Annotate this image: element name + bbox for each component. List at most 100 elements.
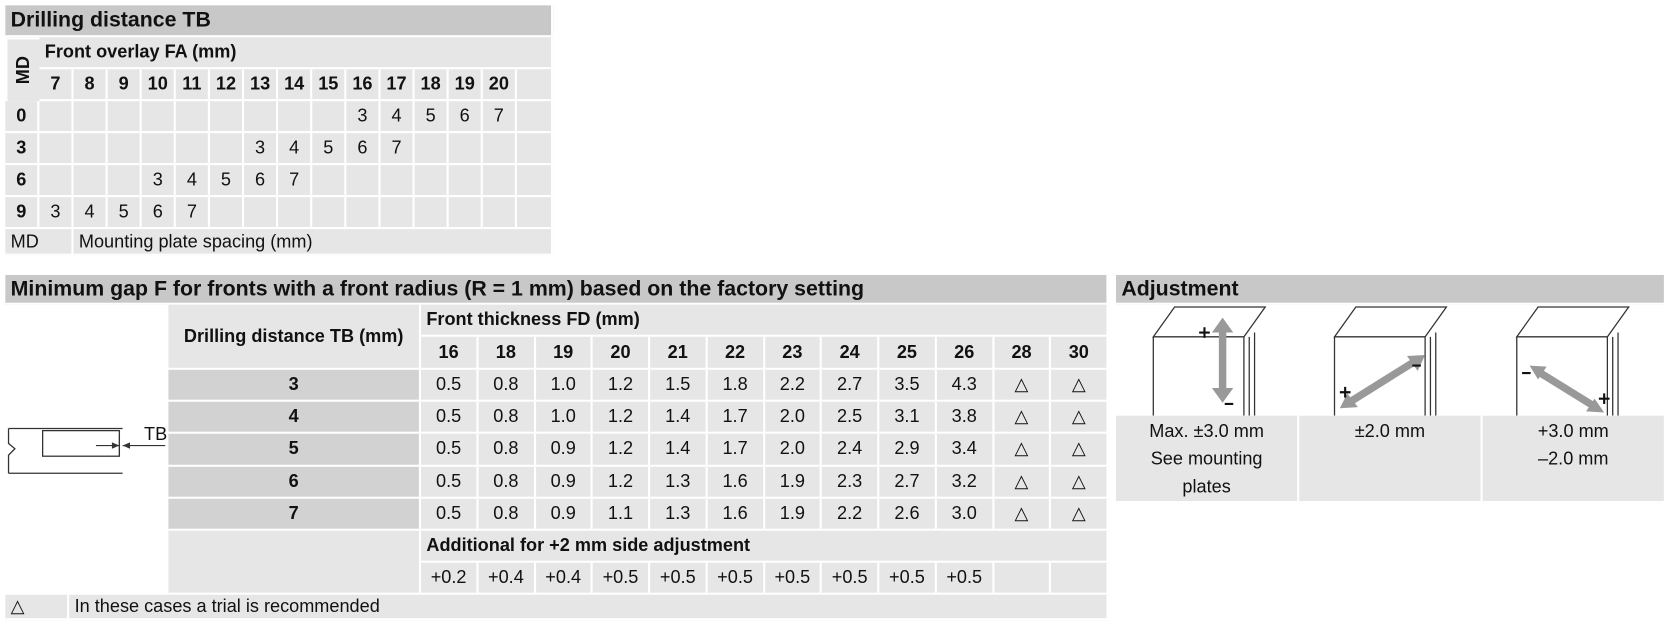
cell: +0.5 xyxy=(936,562,994,595)
cell xyxy=(346,165,381,198)
cell: 2.3 xyxy=(822,466,880,499)
cell: 1.9 xyxy=(764,466,823,499)
cell: △ xyxy=(1051,434,1109,467)
section-title: Adjustment xyxy=(1115,275,1666,305)
cell: 0.5 xyxy=(421,466,479,499)
cell: 0.5 xyxy=(421,369,479,403)
cell: △ xyxy=(1051,369,1109,403)
cell: △ xyxy=(1051,402,1109,435)
cell xyxy=(175,101,210,134)
column-axis-label: Front thickness FD (mm) xyxy=(421,304,1109,337)
column-axis-label: Front overlay FA (mm) xyxy=(39,37,554,70)
cell: 1.8 xyxy=(707,369,765,403)
cell: △ xyxy=(993,466,1052,499)
caption-line: See mounting plates xyxy=(1150,448,1263,497)
cell: +0.5 xyxy=(650,562,708,595)
cell: 5 xyxy=(209,165,245,198)
cell xyxy=(312,165,347,198)
column-header: 30 xyxy=(1051,336,1109,370)
cell: 6 xyxy=(141,197,176,230)
row-header: 0 xyxy=(5,101,40,134)
cell: 4 xyxy=(73,197,108,230)
column-header: 15 xyxy=(312,69,347,102)
column-header: 20 xyxy=(482,69,517,102)
cell xyxy=(244,101,279,134)
cell: 2.5 xyxy=(822,402,880,435)
row-header: 3 xyxy=(5,133,40,166)
cell: 1.6 xyxy=(707,498,765,531)
column-header: 19 xyxy=(535,336,593,370)
adjustment-caption: Max. ±3.0 mm See mounting plates xyxy=(1115,415,1300,504)
cell: 3 xyxy=(39,197,74,230)
cell: 2.7 xyxy=(822,369,880,403)
legend-text: In these cases a trial is recommended xyxy=(69,594,1109,621)
cell xyxy=(414,165,449,198)
cell: 3.2 xyxy=(936,466,994,499)
cell: 6 xyxy=(448,101,483,134)
cell: △ xyxy=(1051,466,1109,499)
cell: +0.5 xyxy=(822,562,880,595)
cell: +0.5 xyxy=(707,562,765,595)
cell: 1.0 xyxy=(535,402,593,435)
cell: 1.7 xyxy=(707,402,765,435)
cell: 0.8 xyxy=(478,402,536,435)
cell: 2.4 xyxy=(822,434,880,467)
cell: 1.3 xyxy=(650,466,708,499)
column-header: 18 xyxy=(478,336,536,370)
tb-diagram xyxy=(7,427,166,474)
cell: 6 xyxy=(244,165,279,198)
row-header: 6 xyxy=(168,466,422,499)
cell xyxy=(448,133,483,166)
column-header: 24 xyxy=(822,336,880,370)
cell: 2.0 xyxy=(764,402,823,435)
column-header: 17 xyxy=(380,69,415,102)
cell: △ xyxy=(993,402,1052,435)
column-header: 13 xyxy=(244,69,279,102)
cell: 1.2 xyxy=(592,369,651,403)
cell: 1.5 xyxy=(650,369,708,403)
cell: 0.8 xyxy=(478,498,536,531)
cell: 2.2 xyxy=(822,498,880,531)
cell: 4 xyxy=(380,101,415,134)
row-header: 6 xyxy=(5,165,40,198)
cell: 2.2 xyxy=(764,369,823,403)
cell: 0.8 xyxy=(478,466,536,499)
legend-symbol: △ xyxy=(5,594,70,621)
cell: 3.0 xyxy=(936,498,994,531)
column-header: 16 xyxy=(346,69,381,102)
column-header: 8 xyxy=(73,69,108,102)
cell: △ xyxy=(1051,498,1109,531)
additional-label: Additional for +2 mm side adjustment xyxy=(421,530,1109,563)
caption-line: +3.0 mm xyxy=(1537,421,1609,442)
row-header: 5 xyxy=(168,434,422,467)
cell xyxy=(1051,562,1109,595)
cell xyxy=(482,165,517,198)
cell: +0.5 xyxy=(879,562,937,595)
cell xyxy=(482,197,517,230)
row-header: 4 xyxy=(168,402,422,435)
diagram-label: TB xyxy=(144,424,168,445)
cell xyxy=(244,197,279,230)
cell xyxy=(516,69,554,102)
legend-text: Mounting plate spacing (mm) xyxy=(73,229,554,256)
cell: 3 xyxy=(141,165,176,198)
cell: 2.7 xyxy=(879,466,937,499)
cell xyxy=(448,165,483,198)
cell xyxy=(73,165,108,198)
cell: +0.2 xyxy=(421,562,479,595)
cell: 3.4 xyxy=(936,434,994,467)
cell: 1.2 xyxy=(592,466,651,499)
row-axis-label: Drilling distance TB (mm) xyxy=(168,304,422,370)
cell: 1.2 xyxy=(592,402,651,435)
cell: 2.0 xyxy=(764,434,823,467)
cell xyxy=(168,530,422,595)
cell: 7 xyxy=(278,165,313,198)
column-header: 20 xyxy=(592,336,651,370)
cell: 3 xyxy=(346,101,381,134)
cell xyxy=(73,101,108,134)
cell: 3.5 xyxy=(879,369,937,403)
cell: 7 xyxy=(380,133,415,166)
column-header: 22 xyxy=(707,336,765,370)
cell xyxy=(39,101,74,134)
